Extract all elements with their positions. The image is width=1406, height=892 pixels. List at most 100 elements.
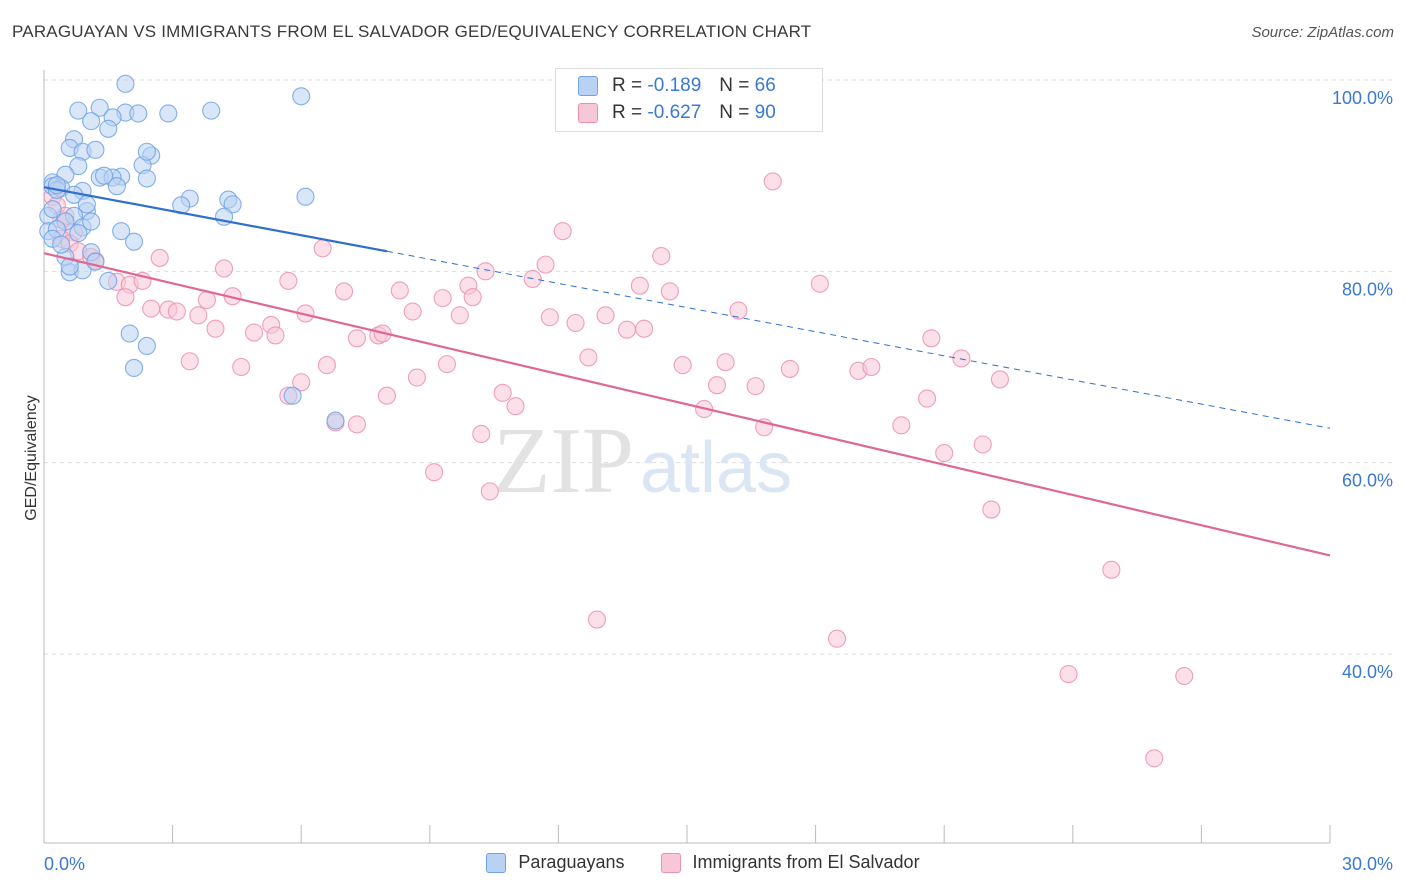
legend-r-value: -0.627 [647, 102, 702, 123]
el-salvador-point [450, 306, 469, 325]
paraguayan-point [124, 232, 144, 251]
legend-n-value: 90 [754, 102, 776, 123]
trend-lines [43, 186, 1331, 557]
series-el-salvador-points [43, 172, 1194, 768]
paraguayan-point [107, 177, 126, 196]
el-salvador-point [630, 276, 649, 295]
el-salvador-point [862, 357, 881, 377]
paraguayan-point [69, 224, 88, 243]
el-salvador-point [197, 290, 216, 310]
el-salvador-point [493, 383, 512, 402]
paraguayan-point [112, 222, 131, 241]
el-salvador-point [377, 386, 396, 405]
paraguayan-point [129, 104, 148, 123]
el-salvador-point [180, 352, 199, 371]
el-salvador-point [922, 329, 941, 348]
el-salvador-point [973, 435, 992, 454]
legend-item-paraguayans: Paraguayans [486, 852, 625, 873]
el-salvador-point [763, 172, 782, 191]
el-salvador-point [347, 329, 366, 348]
y-tick-label: 40.0% [1342, 662, 1393, 682]
tick-labels: 100.0% 80.0% 60.0% 40.0% 0.0% 30.0% [44, 88, 1393, 874]
paraguayan-point [77, 195, 96, 214]
legend-row-paraguayans: R = -0.189 N = 66 [578, 73, 776, 99]
el-salvador-point [476, 262, 495, 281]
el-salvador-point [540, 308, 559, 327]
paraguayan-point [69, 157, 88, 176]
el-salvador-point [232, 357, 251, 377]
el-salvador-point [780, 359, 799, 378]
watermark-zip: ZIP [493, 409, 634, 513]
el-salvador-point [596, 306, 615, 325]
legend-swatch-pink [578, 103, 598, 123]
el-salvador-point [472, 424, 491, 444]
paraguayan-point [82, 112, 101, 131]
el-salvador-point [407, 368, 426, 387]
paraguayan-point [99, 119, 118, 138]
paraguayan-point [124, 358, 144, 378]
paraguayan-point [137, 336, 156, 356]
el-salvador-point [587, 610, 607, 629]
el-salvador-point [652, 246, 671, 266]
y-tick-label: 100.0% [1332, 88, 1393, 108]
legend-swatch-blue [578, 76, 598, 96]
x-tick-label: 30.0% [1342, 854, 1393, 874]
series-paraguayans-points [39, 74, 345, 430]
el-salvador-point [463, 288, 482, 307]
el-salvador-point [390, 281, 409, 300]
paraguayan-point [202, 101, 221, 120]
paraguayan-point [86, 140, 105, 159]
el-salvador-point [892, 416, 911, 435]
legend-n-label: N = [719, 75, 750, 96]
paraguayan-point [94, 166, 114, 185]
el-salvador-point [425, 463, 444, 482]
el-salvador-point [1102, 560, 1121, 579]
el-salvador-point [810, 274, 829, 293]
el-salvador-point [1059, 665, 1078, 684]
paraguayan-point [82, 212, 101, 231]
el-salvador-point [480, 482, 499, 501]
el-salvador-point [292, 373, 311, 392]
el-salvador-point [746, 377, 765, 396]
legend-label-paraguayans: Paraguayans [518, 852, 625, 872]
el-salvador-point [317, 356, 336, 375]
y-tick-label: 80.0% [1342, 279, 1393, 299]
legend-label-el-salvador: Immigrants from El Salvador [692, 852, 920, 872]
el-salvador-point [673, 356, 692, 375]
el-salvador-point [506, 397, 525, 416]
el-salvador-point [167, 302, 186, 321]
el-salvador-point [437, 355, 456, 374]
el-salvador-point [935, 444, 954, 463]
chart-title: PARAGUAYAN VS IMMIGRANTS FROM EL SALVADO… [12, 22, 812, 41]
el-salvador-point [536, 255, 555, 274]
source-credit: Source: ZipAtlas.com [1251, 24, 1394, 41]
paraguayan-point [137, 142, 156, 161]
el-salvador-point [579, 348, 598, 367]
paraguayan-point [137, 169, 156, 188]
legend-r-value: -0.189 [647, 75, 702, 96]
paraguayan-point [116, 74, 135, 93]
el-salvador-point [635, 319, 654, 338]
paraguayan-point [69, 101, 88, 120]
el-salvador-point [142, 299, 161, 318]
paraguayan-point [60, 257, 79, 276]
el-salvador-point [266, 326, 285, 345]
paraguayan-point [43, 200, 62, 219]
el-salvador-point [189, 306, 208, 325]
legend-item-el-salvador: Immigrants from El Salvador [660, 852, 920, 873]
legend-r-label: R = [612, 102, 643, 123]
el-salvador-point [1145, 749, 1164, 768]
paraguayan-point [292, 87, 311, 106]
el-salvador-point [313, 239, 332, 258]
el-salvador-point [206, 319, 225, 338]
el-salvador-point [214, 259, 234, 278]
series-legend: Paraguayans Immigrants from El Salvador [0, 852, 1406, 873]
el-salvador-point [279, 271, 298, 290]
legend-row-el-salvador: R = -0.627 N = 90 [578, 100, 776, 126]
x-tick-label: 0.0% [44, 854, 85, 874]
el-salvador-point [116, 288, 135, 307]
el-salvador-point [244, 323, 264, 342]
el-salvador-point [566, 313, 585, 333]
y-axis-label: GED/Equivalency [23, 395, 40, 520]
legend-swatch-pink [660, 852, 681, 873]
